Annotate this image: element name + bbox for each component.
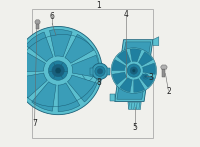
Circle shape [97, 69, 103, 74]
Text: 5: 5 [132, 123, 137, 132]
Text: 2: 2 [167, 87, 171, 96]
Text: 1: 1 [96, 1, 101, 10]
Bar [162, 69, 165, 77]
Text: 4: 4 [124, 10, 129, 19]
Circle shape [48, 61, 68, 80]
Wedge shape [112, 72, 127, 85]
Wedge shape [50, 30, 72, 57]
Circle shape [111, 48, 157, 93]
Circle shape [132, 69, 136, 72]
Polygon shape [153, 37, 159, 46]
Circle shape [130, 67, 137, 74]
Polygon shape [110, 94, 115, 101]
Text: 7: 7 [32, 119, 37, 128]
Wedge shape [140, 74, 154, 87]
Text: 8: 8 [97, 78, 102, 87]
Circle shape [55, 67, 61, 74]
Circle shape [14, 26, 102, 115]
Wedge shape [117, 50, 131, 65]
Polygon shape [117, 42, 151, 99]
Bar [90, 68, 93, 75]
Wedge shape [67, 75, 97, 102]
Polygon shape [82, 66, 94, 81]
Wedge shape [143, 63, 156, 74]
Bar [107, 68, 110, 75]
Circle shape [95, 66, 105, 76]
Wedge shape [72, 55, 99, 78]
Circle shape [143, 74, 148, 79]
Circle shape [52, 64, 64, 77]
Bar [32, 9, 153, 138]
Circle shape [144, 75, 147, 78]
Polygon shape [115, 40, 153, 101]
Wedge shape [134, 79, 145, 92]
Wedge shape [112, 60, 126, 71]
Text: 3: 3 [148, 73, 153, 82]
Polygon shape [35, 20, 40, 24]
Wedge shape [65, 34, 94, 63]
Wedge shape [138, 52, 153, 66]
Text: 6: 6 [50, 12, 55, 21]
Wedge shape [130, 49, 141, 62]
Wedge shape [32, 82, 56, 111]
Bar [36, 24, 39, 29]
Wedge shape [26, 32, 53, 62]
Wedge shape [17, 50, 46, 72]
Circle shape [92, 63, 108, 79]
Polygon shape [128, 102, 141, 110]
Wedge shape [58, 83, 80, 112]
Polygon shape [161, 65, 167, 69]
Wedge shape [120, 78, 132, 92]
Wedge shape [18, 73, 47, 98]
Circle shape [127, 64, 140, 77]
